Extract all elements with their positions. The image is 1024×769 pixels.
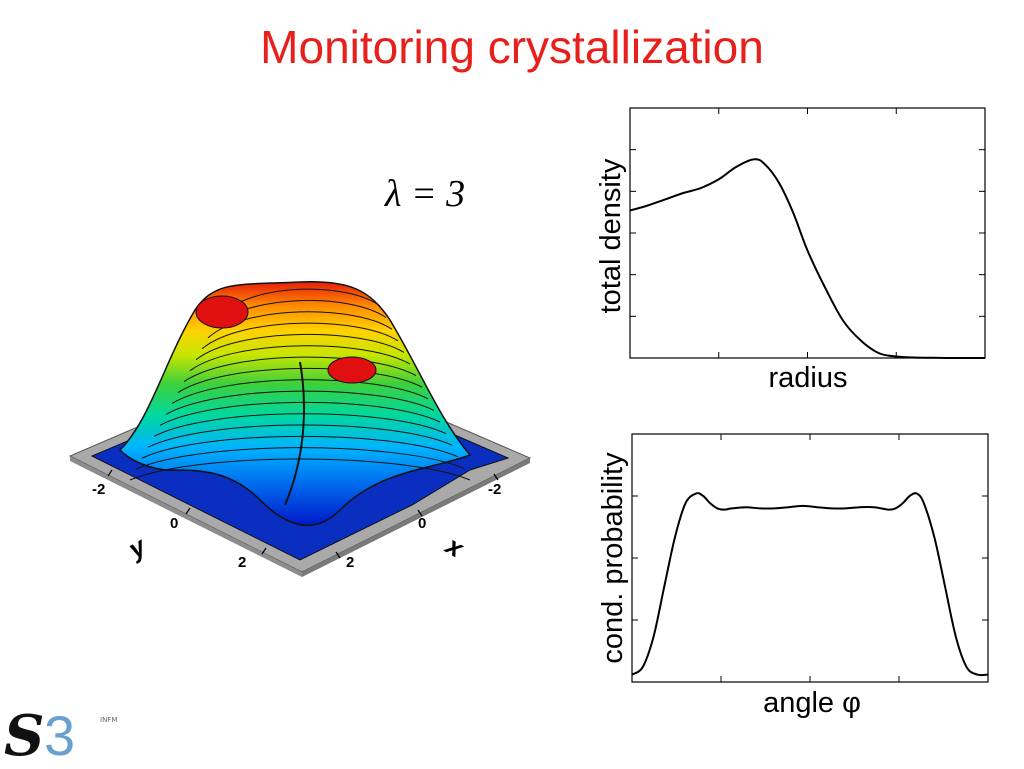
contour-line <box>135 447 465 470</box>
probability-series-line <box>631 492 989 677</box>
contour-line <box>141 435 459 459</box>
surface-mound <box>118 281 472 527</box>
contour-line <box>201 322 399 350</box>
contour-line <box>171 379 429 404</box>
probability-x-axis-title: angle φ <box>763 687 861 719</box>
contour-line <box>147 424 453 448</box>
probability-ticks <box>632 434 988 682</box>
contour-line <box>159 401 441 426</box>
surface-tick-marks <box>107 469 499 559</box>
lambda-parameter-label: λ = 3 <box>385 173 466 215</box>
surface-peaks <box>195 295 377 506</box>
x-tick-label: 2 <box>346 554 354 571</box>
density-y-axis-title: total density <box>595 158 627 313</box>
x-tick-label: 0 <box>418 515 426 532</box>
x-tick-label: -2 <box>488 481 501 498</box>
contour-line <box>165 390 435 415</box>
density-series-line <box>629 158 985 359</box>
probability-plot-frame <box>631 433 989 683</box>
y-tick-label: 0 <box>170 515 178 532</box>
contour-line <box>195 334 405 361</box>
contour-line <box>189 345 411 372</box>
contour-line <box>183 356 417 383</box>
probability-y-axis-title: cond. probability <box>597 452 629 664</box>
density-x-axis-title: radius <box>769 362 848 394</box>
contour-line <box>153 413 447 437</box>
s3-logo: S 3 INFM <box>4 703 118 769</box>
slide-title: Monitoring crystallization <box>260 21 764 73</box>
y-tick-label: 2 <box>238 554 246 571</box>
contour-line <box>177 367 423 393</box>
y-tick-label: -2 <box>92 481 105 498</box>
